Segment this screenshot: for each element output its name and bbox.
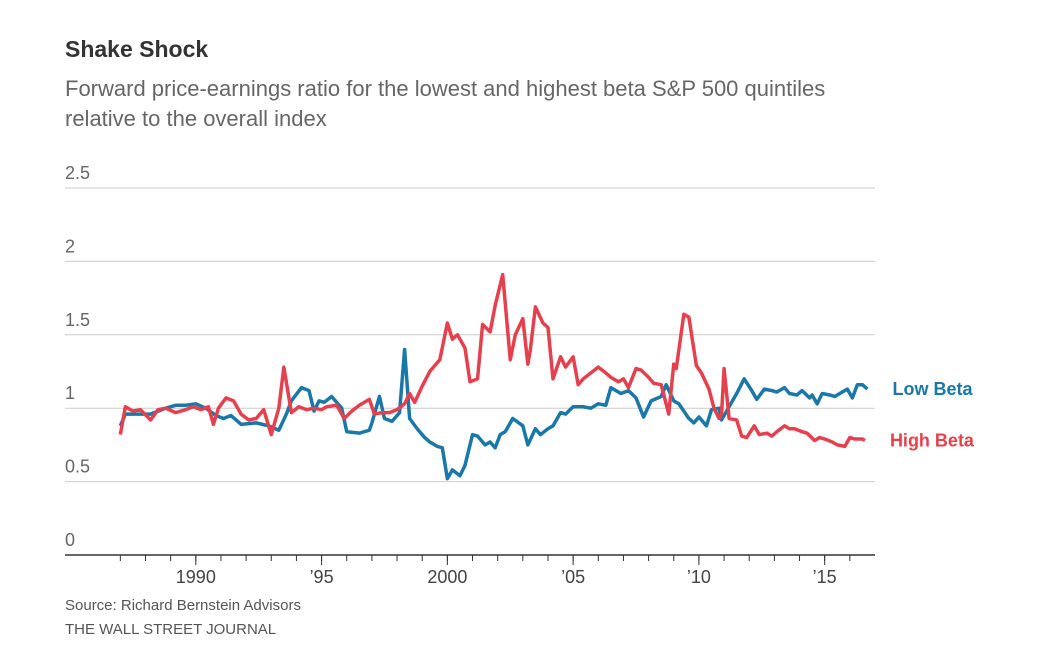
series-line bbox=[118, 272, 866, 449]
chart-title: Shake Shock bbox=[65, 36, 209, 62]
x-tick-label: ’05 bbox=[561, 567, 585, 587]
y-tick-label: 2.5 bbox=[65, 163, 90, 183]
x-tick-label: 1990 bbox=[176, 567, 216, 587]
y-tick-label: 0 bbox=[65, 530, 75, 550]
source-note: Source: Richard Bernstein Advisors bbox=[65, 597, 301, 614]
y-tick-label: 1.5 bbox=[65, 310, 90, 330]
series-label: High Beta bbox=[890, 430, 975, 450]
series-label: Low Beta bbox=[892, 379, 973, 399]
x-tick-label: ’10 bbox=[687, 567, 711, 587]
y-tick-label: 2 bbox=[65, 236, 75, 256]
y-tick-label: 0.5 bbox=[65, 457, 90, 477]
x-tick-label: ’95 bbox=[310, 567, 334, 587]
x-tick-label: ’15 bbox=[813, 567, 837, 587]
chart-subtitle: Forward price-earnings ratio for the low… bbox=[65, 76, 826, 131]
x-tick-label: 2000 bbox=[427, 567, 467, 587]
series-line bbox=[118, 347, 869, 481]
y-tick-label: 1 bbox=[65, 383, 75, 403]
publisher: THE WALL STREET JOURNAL bbox=[65, 621, 277, 638]
